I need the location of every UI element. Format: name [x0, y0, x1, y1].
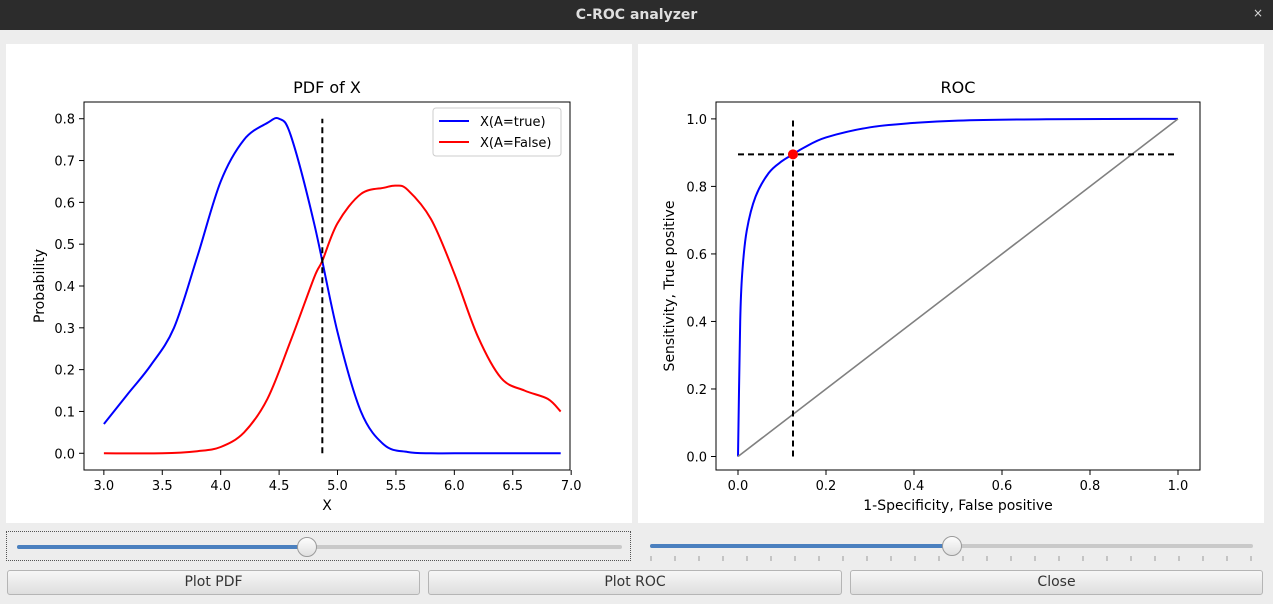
legend-label-false: X(A=False): [480, 136, 551, 151]
pdf-chart-title: PDF of X: [293, 78, 361, 97]
roc-x-tick-label: 0.4: [904, 479, 925, 494]
threshold-slider-fill: [17, 545, 308, 549]
specificity-slider-track[interactable]: [650, 536, 1253, 556]
pdf-plot-panel: PDF of X X Probability 3.0 3.5 4.0 4.5 5.0 5.…: [6, 44, 632, 523]
specificity-slider-ticks: [650, 556, 1252, 561]
threshold-slider-handle[interactable]: [297, 537, 318, 557]
plot-pdf-button[interactable]: Plot PDF: [7, 570, 420, 595]
pdf-chart: PDF of X X Probability 3.0 3.5 4.0 4.5 5.0 5.…: [32, 78, 582, 514]
roc-x-tick-label: 0.6: [992, 479, 1013, 494]
pdf-y-axis-label: Probability: [32, 249, 48, 323]
specificity-slider-frame: [640, 531, 1262, 561]
pdf-x-tick-label: 6.5: [502, 479, 523, 494]
roc-x-tick-label: 0.0: [728, 479, 749, 494]
pdf-legend: X(A=true) X(A=False): [432, 107, 562, 157]
plot-roc-button[interactable]: Plot ROC: [428, 570, 842, 595]
pdf-y-tick-label: 0.7: [54, 155, 75, 170]
pdf-x-tick-label: 4.0: [210, 479, 231, 494]
specificity-slider-handle[interactable]: [941, 536, 962, 556]
threshold-slider-track[interactable]: [17, 537, 622, 557]
roc-y-tick-label: 0.0: [686, 450, 707, 465]
threshold-slider-frame: [6, 531, 631, 561]
roc-plot-panel: ROC 1-Specificity, False positive Sensit…: [638, 44, 1264, 523]
pdf-y-tick-label: 0.1: [54, 405, 75, 420]
pdf-y-tick-label: 0.0: [54, 447, 75, 462]
close-button[interactable]: Close: [850, 570, 1263, 595]
roc-y-axis-label: Sensitivity, True positive: [662, 201, 678, 372]
pdf-x-axis-label: X: [322, 498, 332, 514]
close-icon[interactable]: ×: [1252, 6, 1263, 20]
pdf-y-tick-label: 0.3: [54, 322, 75, 337]
pdf-x-tick-label: 5.5: [386, 479, 407, 494]
pdf-plot-frame: [83, 101, 571, 471]
roc-chart: ROC 1-Specificity, False positive Sensit…: [662, 78, 1201, 514]
roc-y-tick-label: 0.6: [686, 248, 707, 263]
roc-y-tick-label: 0.2: [686, 383, 707, 398]
roc-x-tick-label: 1.0: [1168, 479, 1189, 494]
specificity-slider-fill: [650, 544, 952, 548]
window-title: C-ROC analyzer: [575, 7, 698, 23]
pdf-x-tick-label: 3.0: [94, 479, 115, 494]
pdf-x-tick-label: 3.5: [152, 479, 173, 494]
pdf-series-line-true: [103, 116, 561, 455]
window-titlebar: C-ROC analyzer ×: [0, 0, 1273, 30]
roc-y-tick-label: 0.4: [686, 315, 707, 330]
pdf-x-tick-label: 7.0: [561, 479, 582, 494]
roc-x-axis-label: 1-Specificity, False positive: [863, 498, 1053, 514]
roc-diagonal-line: [737, 118, 1179, 458]
roc-x-tick-label: 0.2: [816, 479, 837, 494]
pdf-x-tick-label: 5.0: [327, 479, 348, 494]
roc-y-tick-label: 0.8: [686, 180, 707, 195]
roc-x-tick-label: 0.8: [1080, 479, 1101, 494]
roc-operating-point: [788, 149, 798, 160]
roc-y-tick-label: 1.0: [686, 113, 707, 128]
pdf-x-tick-label: 4.5: [269, 479, 290, 494]
pdf-y-tick-label: 0.8: [54, 113, 75, 128]
pdf-y-tick-label: 0.5: [54, 238, 75, 253]
pdf-series-line-false: [103, 184, 562, 455]
pdf-y-tick-label: 0.6: [54, 196, 75, 211]
pdf-y-tick-label: 0.2: [54, 364, 75, 379]
pdf-x-tick-label: 6.0: [444, 479, 465, 494]
pdf-y-tick-label: 0.4: [54, 280, 75, 295]
roc-plot-frame: [715, 101, 1201, 471]
legend-label-true: X(A=true): [480, 115, 546, 130]
roc-chart-title: ROC: [941, 78, 976, 97]
